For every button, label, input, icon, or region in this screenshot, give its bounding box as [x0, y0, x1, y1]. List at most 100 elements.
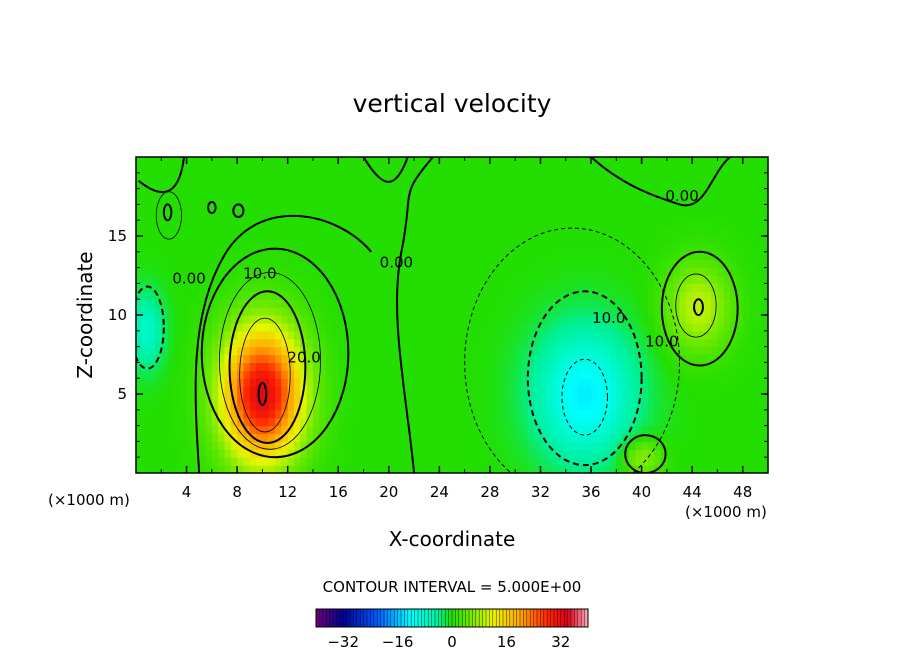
heatmap-cell — [167, 243, 175, 253]
heatmap-cell — [262, 259, 270, 269]
heatmap-cell — [534, 386, 542, 395]
heatmap-cell — [553, 291, 561, 300]
heatmap-cell — [597, 394, 605, 403]
heatmap-cell — [388, 228, 396, 237]
heatmap-cell — [306, 354, 314, 363]
heatmap-cell — [591, 220, 598, 229]
heatmap-cell — [142, 362, 150, 371]
heatmap-cell — [698, 441, 706, 450]
heatmap-cell — [723, 220, 731, 229]
heatmap-cell — [401, 188, 409, 198]
heatmap-cell — [281, 465, 289, 473]
heatmap-cell — [407, 220, 415, 229]
heatmap-cell — [439, 417, 447, 427]
heatmap-cell — [622, 236, 630, 245]
heatmap-cell — [628, 188, 636, 198]
heatmap-cell — [597, 433, 605, 442]
heatmap-cell — [572, 354, 579, 363]
heatmap-cell — [268, 220, 276, 229]
heatmap-cell — [369, 417, 377, 427]
heatmap-cell — [249, 220, 257, 229]
heatmap-cell — [294, 441, 301, 450]
heatmap-cell — [325, 196, 333, 205]
heatmap-cell — [464, 188, 472, 198]
heatmap-cell — [433, 180, 440, 190]
heatmap-cell — [496, 330, 504, 340]
colorbar-cell — [421, 609, 426, 627]
heatmap-cell — [673, 449, 681, 458]
heatmap-cell — [559, 180, 567, 190]
heatmap-cell — [540, 362, 548, 371]
heatmap-cell — [452, 330, 459, 340]
colorbar-cell — [523, 609, 528, 627]
heatmap-cell — [319, 457, 327, 466]
heatmap-cell — [761, 204, 768, 213]
heatmap-cell — [275, 172, 282, 182]
heatmap-cell — [742, 259, 750, 269]
heatmap-cell — [376, 196, 384, 205]
heatmap-cell — [173, 220, 181, 229]
heatmap-cell — [508, 291, 516, 300]
heatmap-cell — [458, 449, 466, 458]
heatmap-cell — [414, 322, 421, 332]
heatmap-cell — [736, 236, 744, 245]
heatmap-cell — [167, 441, 175, 450]
heatmap-cell — [496, 362, 504, 371]
heatmap-cell — [414, 188, 421, 198]
heatmap-cell — [559, 433, 567, 442]
heatmap-cell — [736, 267, 744, 277]
heatmap-cell — [173, 346, 181, 356]
heatmap-cell — [723, 228, 731, 237]
heatmap-cell — [414, 180, 421, 190]
heatmap-cell — [464, 157, 472, 166]
heatmap-cell — [584, 188, 592, 198]
heatmap-cell — [136, 370, 143, 379]
heatmap-cell — [218, 449, 226, 458]
heatmap-cell — [306, 228, 314, 237]
heatmap-cell — [591, 259, 598, 269]
heatmap-cell — [540, 441, 548, 450]
heatmap-cell — [597, 457, 605, 466]
heatmap-cell — [565, 212, 573, 221]
heatmap-cell — [527, 370, 535, 379]
heatmap-cell — [578, 386, 586, 395]
heatmap-cell — [521, 299, 529, 308]
heatmap-cell — [433, 164, 440, 174]
heatmap-cell — [173, 164, 181, 174]
heatmap-cell — [508, 330, 516, 340]
heatmap-cell — [572, 449, 579, 458]
heatmap-cell — [382, 291, 390, 300]
heatmap-cell — [483, 417, 491, 427]
heatmap-cell — [376, 425, 384, 435]
heatmap-cell — [262, 164, 270, 174]
heatmap-cell — [161, 386, 169, 395]
heatmap-cell — [331, 338, 339, 348]
heatmap-cell — [167, 417, 175, 427]
heatmap-cell — [281, 251, 289, 261]
heatmap-cell — [357, 441, 365, 450]
heatmap-cell — [218, 386, 226, 395]
heatmap-cell — [761, 180, 768, 190]
heatmap-cell — [306, 386, 314, 395]
heatmap-cell — [477, 212, 485, 221]
heatmap-cell — [224, 315, 232, 324]
heatmap-cell — [312, 346, 320, 356]
heatmap-cell — [534, 275, 542, 284]
heatmap-cell — [527, 378, 535, 387]
heatmap-cell — [325, 354, 333, 363]
heatmap-cell — [426, 196, 434, 205]
heatmap-cell — [420, 465, 428, 473]
heatmap-cell — [287, 228, 295, 237]
heatmap-cell — [218, 354, 226, 363]
heatmap-cell — [218, 433, 226, 442]
heatmap-cell — [685, 157, 693, 166]
heatmap-cell — [711, 409, 719, 419]
heatmap-cell — [376, 330, 384, 340]
heatmap-cell — [679, 465, 687, 473]
heatmap-cell — [256, 322, 263, 332]
heatmap-cell — [312, 259, 320, 269]
heatmap-cell — [262, 417, 270, 427]
heatmap-cell — [692, 180, 700, 190]
heatmap-cell — [584, 180, 592, 190]
heatmap-cell — [692, 275, 700, 284]
